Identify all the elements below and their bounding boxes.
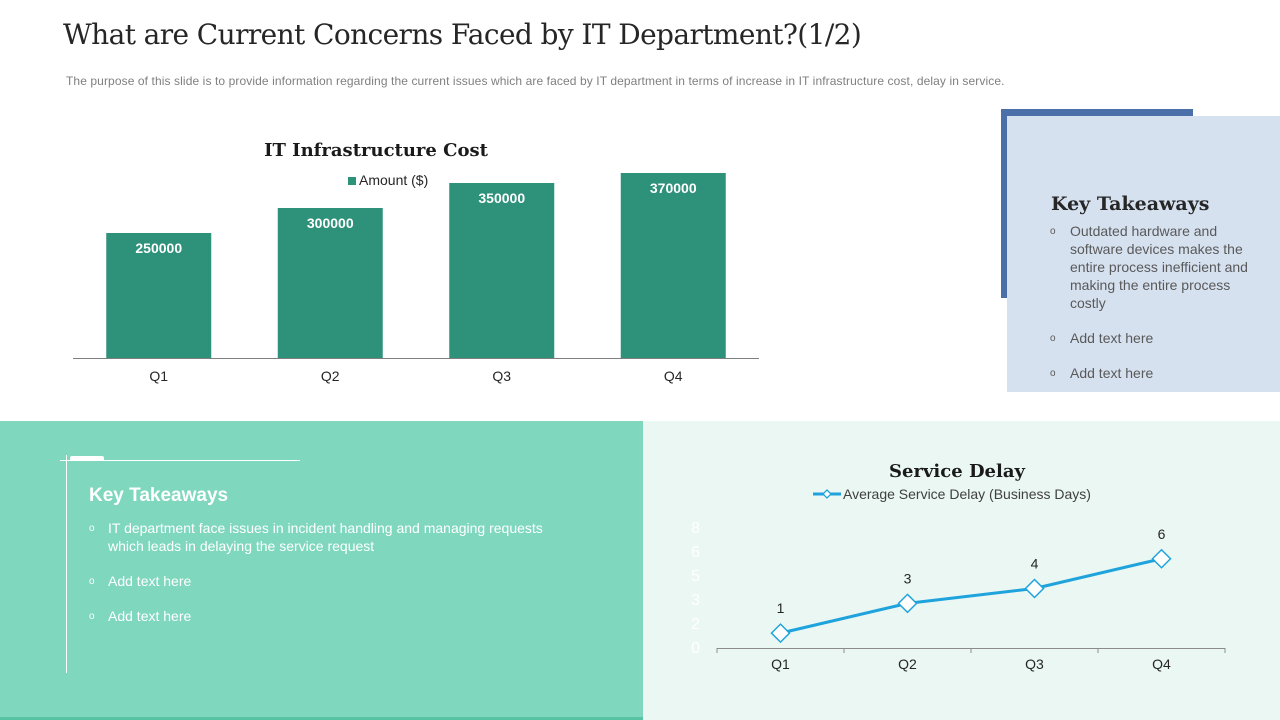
bullet-icon: o <box>1050 368 1056 379</box>
data-label: 250000 <box>135 240 182 256</box>
x-tick-label: Q3 <box>492 368 511 384</box>
x-tick-label: Q2 <box>321 368 340 384</box>
panel-divider <box>60 460 300 461</box>
bullet-icon: o <box>1050 226 1056 237</box>
chart-title: Service Delay <box>889 461 1025 482</box>
data-point-q1 <box>770 623 791 644</box>
x-tick-label: Q1 <box>771 656 790 672</box>
takeaways-panel-left <box>0 421 643 720</box>
bar-q2 <box>277 208 383 358</box>
panel-divider <box>66 455 67 673</box>
takeaways-card-right <box>1007 116 1280 392</box>
list-item: o Add text here <box>89 607 579 625</box>
x-tick-label: Q1 <box>149 368 168 384</box>
data-label: 4 <box>1031 556 1039 572</box>
list-item: o Add text here <box>1050 329 1255 347</box>
list-item: o IT department face issues in incident h… <box>89 519 579 555</box>
x-tick-label: Q4 <box>664 368 683 384</box>
y-tick-label: 0 <box>691 640 700 657</box>
x-tick-label: Q4 <box>1152 656 1171 672</box>
list-item: o Add text here <box>89 572 579 590</box>
data-label: 1 <box>777 600 785 616</box>
list-item: o Outdated hardware and software devices … <box>1050 222 1255 312</box>
panel-tab <box>70 456 104 460</box>
data-point-q3 <box>1024 578 1045 599</box>
y-tick-label: 3 <box>691 592 700 609</box>
takeaway-text: Outdated hardware and software devices m… <box>1070 223 1248 311</box>
data-label: 350000 <box>478 190 525 206</box>
takeaways-right-title: Key Takeaways <box>1051 193 1210 215</box>
y-tick-label: 6 <box>691 544 700 561</box>
it-infrastructure-cost-chart: IT Infrastructure Cost Amount ($) 250000 Q1… <box>73 140 759 384</box>
takeaway-text: IT department face issues in incident ha… <box>108 520 543 554</box>
bar-q4 <box>620 173 726 358</box>
y-tick-label: 5 <box>691 568 700 585</box>
service-delay-panel <box>643 421 1280 720</box>
takeaway-text: Add text here <box>108 573 192 589</box>
takeaways-left-title: Key Takeaways <box>89 485 229 506</box>
data-point-q4 <box>1151 548 1172 569</box>
takeaways-right-list: o Outdated hardware and software devices … <box>1050 222 1255 399</box>
y-tick-label: 2 <box>691 616 700 633</box>
legend-label: Amount ($) <box>359 172 428 188</box>
bar-q3 <box>449 183 555 358</box>
takeaway-text: Add text here <box>1070 365 1154 381</box>
panel-divider <box>0 717 643 720</box>
page-title: What are Current Concerns Faced by IT De… <box>63 18 862 51</box>
takeaway-text: Add text here <box>108 608 192 624</box>
bullet-icon: o <box>1050 333 1056 344</box>
legend-swatch <box>348 177 356 185</box>
legend-label: Average Service Delay (Business Days) <box>843 486 1091 502</box>
page-subtitle: The purpose of this slide is to provide … <box>66 74 1005 88</box>
service-delay-chart: Service Delay Average Service Delay (Busi… <box>691 461 1226 672</box>
bullet-icon: o <box>89 523 95 534</box>
data-label: 6 <box>1158 526 1166 542</box>
x-tick-label: Q2 <box>898 656 917 672</box>
series-line <box>780 557 1162 635</box>
data-label: 300000 <box>307 215 354 231</box>
data-label: 370000 <box>650 180 697 196</box>
data-label: 3 <box>904 570 912 586</box>
chart-title: IT Infrastructure Cost <box>264 140 489 161</box>
data-point-q2 <box>897 593 918 614</box>
takeaway-text: Add text here <box>1070 330 1154 346</box>
bar-q1 <box>106 233 212 358</box>
list-item: o Add text here <box>1050 364 1255 382</box>
x-tick-label: Q3 <box>1025 656 1044 672</box>
bullet-icon: o <box>89 576 95 587</box>
y-tick-label: 8 <box>691 520 700 537</box>
legend-marker <box>822 489 832 499</box>
takeaways-left-list: o IT department face issues in incident h… <box>89 519 579 642</box>
bullet-icon: o <box>89 611 95 622</box>
